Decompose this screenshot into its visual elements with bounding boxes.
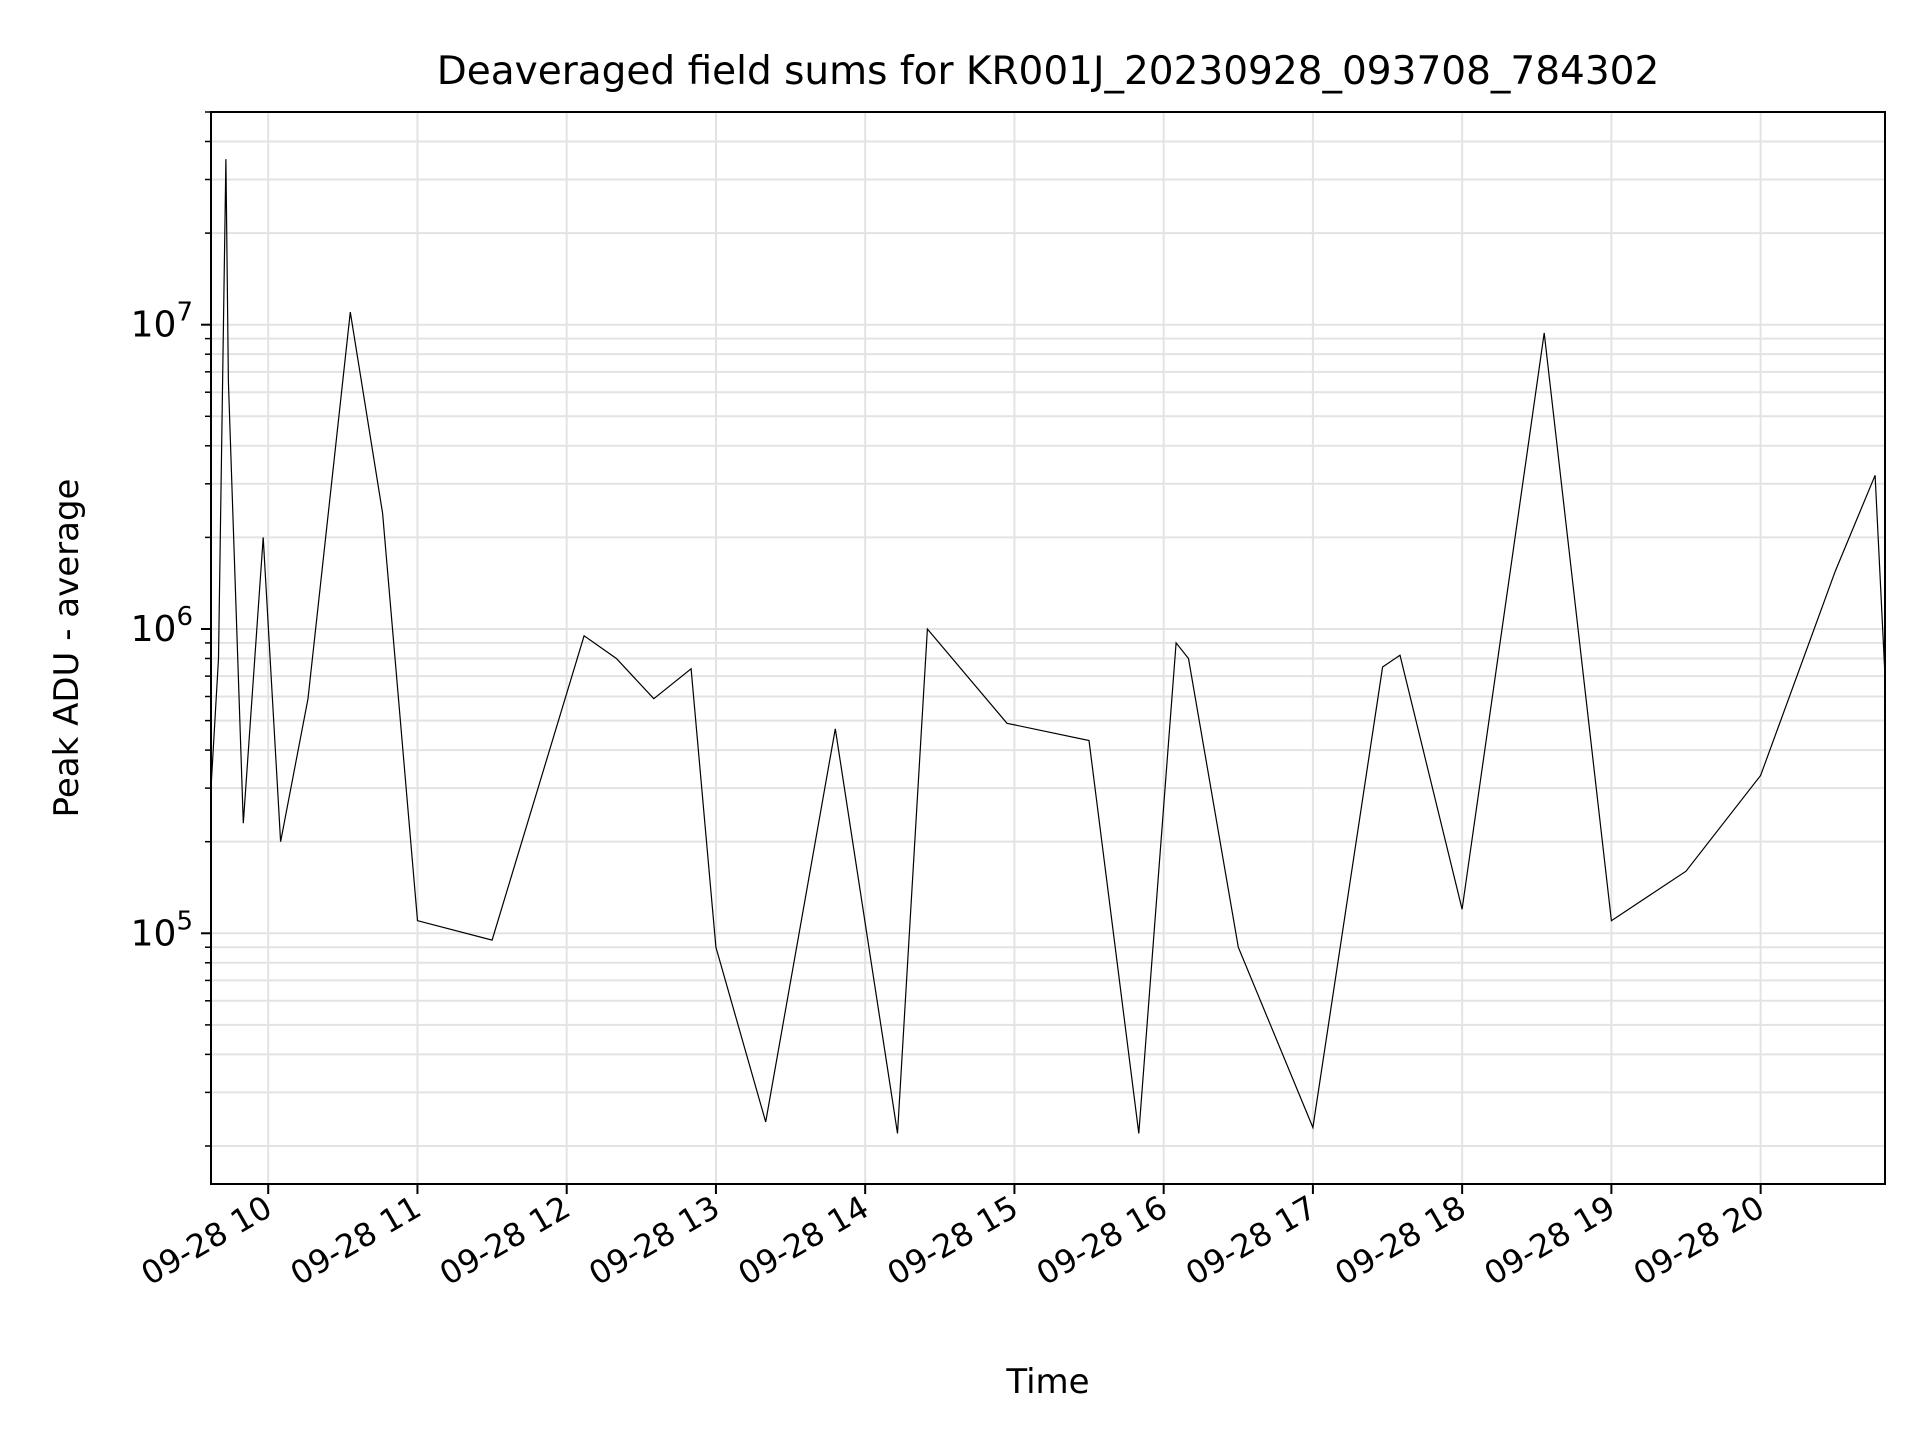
chart-title: Deaveraged field sums for KR001J_2023092… <box>437 49 1660 94</box>
y-axis: 105 106 107 <box>131 111 211 1147</box>
y-tick-label: 107 <box>131 298 193 346</box>
x-axis-label: Time <box>1005 1362 1089 1402</box>
plot-area <box>210 159 1886 1134</box>
series-line <box>210 159 1886 1134</box>
y-tick-label: 105 <box>131 906 193 954</box>
y-tick-label: 106 <box>131 602 193 650</box>
plot-frame <box>210 111 1886 1185</box>
y-axis-label: Peak ADU - average <box>47 479 87 818</box>
